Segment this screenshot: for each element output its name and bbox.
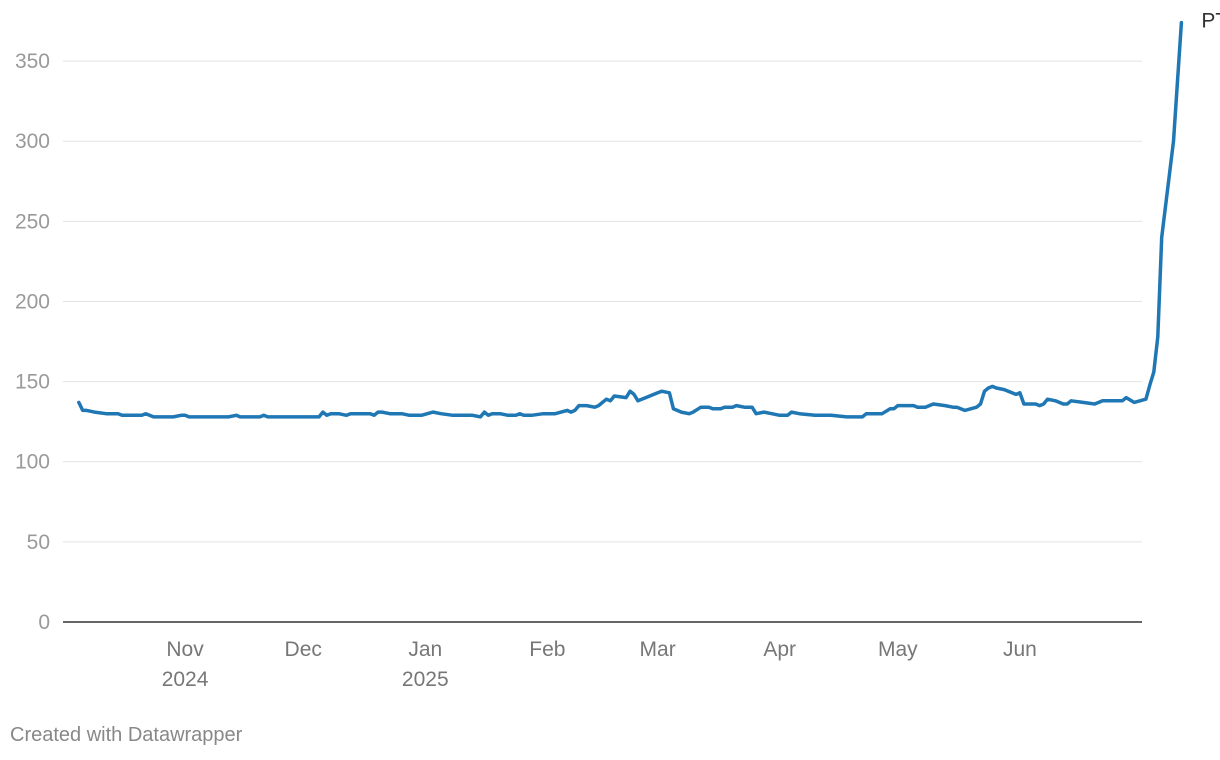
y-tick-label-50: 50 xyxy=(27,531,50,554)
x-tick-label-mar: Mar xyxy=(640,638,676,661)
x-tick-label-feb: Feb xyxy=(529,638,565,661)
x-axis-tick-labels: Nov 2024 Dec Jan 2025 Feb Mar Apr May Jun xyxy=(162,638,1037,691)
gridlines xyxy=(63,60,1142,623)
datawrapper-credit[interactable]: Created with Datawrapper xyxy=(10,724,243,746)
y-tick-label-0: 0 xyxy=(38,611,50,634)
y-tick-label-100: 100 xyxy=(15,451,50,474)
y-axis-tick-labels: 0 50 100 150 200 250 300 350 xyxy=(15,50,50,634)
y-tick-label-200: 200 xyxy=(15,290,50,313)
x-tick-label-jan: Jan xyxy=(408,638,442,661)
series-lines: PTMR xyxy=(77,10,1220,419)
y-tick-label-350: 350 xyxy=(15,50,50,73)
x-tick-label-jun: Jun xyxy=(1003,638,1037,661)
y-tick-label-300: 300 xyxy=(15,130,50,153)
x-tick-label-dec: Dec xyxy=(285,638,322,661)
x-tick-year-2025: 2025 xyxy=(402,668,449,691)
series-line-ptmr xyxy=(77,20,1184,419)
x-tick-year-2024: 2024 xyxy=(162,668,209,691)
x-tick-label-nov: Nov xyxy=(166,638,204,661)
series-label-ptmr: PTMR xyxy=(1201,10,1220,33)
line-chart: 0 50 100 150 200 250 300 350 Nov 2024 Dec Jan 2025 F… xyxy=(15,10,1220,691)
x-tick-label-may: May xyxy=(878,638,918,661)
x-tick-label-apr: Apr xyxy=(763,638,796,661)
y-tick-label-250: 250 xyxy=(15,210,50,233)
y-tick-label-150: 150 xyxy=(15,371,50,394)
